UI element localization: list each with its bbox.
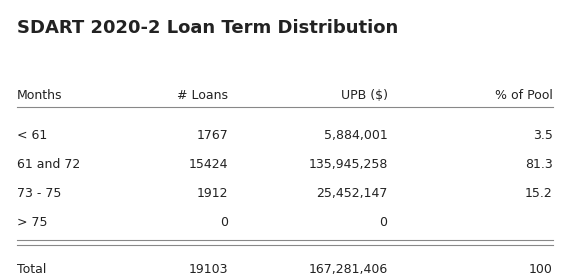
- Text: 100: 100: [529, 263, 553, 276]
- Text: # Loans: # Loans: [177, 89, 228, 102]
- Text: Months: Months: [17, 89, 63, 102]
- Text: 73 - 75: 73 - 75: [17, 187, 62, 200]
- Text: < 61: < 61: [17, 129, 47, 142]
- Text: 19103: 19103: [189, 263, 228, 276]
- Text: 0: 0: [380, 216, 388, 229]
- Text: 167,281,406: 167,281,406: [308, 263, 388, 276]
- Text: SDART 2020-2 Loan Term Distribution: SDART 2020-2 Loan Term Distribution: [17, 19, 398, 37]
- Text: 15.2: 15.2: [525, 187, 553, 200]
- Text: 15424: 15424: [189, 158, 228, 171]
- Text: 5,884,001: 5,884,001: [324, 129, 388, 142]
- Text: 1767: 1767: [196, 129, 228, 142]
- Text: 3.5: 3.5: [533, 129, 553, 142]
- Text: UPB ($): UPB ($): [341, 89, 388, 102]
- Text: 0: 0: [220, 216, 228, 229]
- Text: 81.3: 81.3: [525, 158, 553, 171]
- Text: Total: Total: [17, 263, 47, 276]
- Text: % of Pool: % of Pool: [495, 89, 553, 102]
- Text: 25,452,147: 25,452,147: [316, 187, 388, 200]
- Text: > 75: > 75: [17, 216, 48, 229]
- Text: 135,945,258: 135,945,258: [308, 158, 388, 171]
- Text: 61 and 72: 61 and 72: [17, 158, 80, 171]
- Text: 1912: 1912: [197, 187, 228, 200]
